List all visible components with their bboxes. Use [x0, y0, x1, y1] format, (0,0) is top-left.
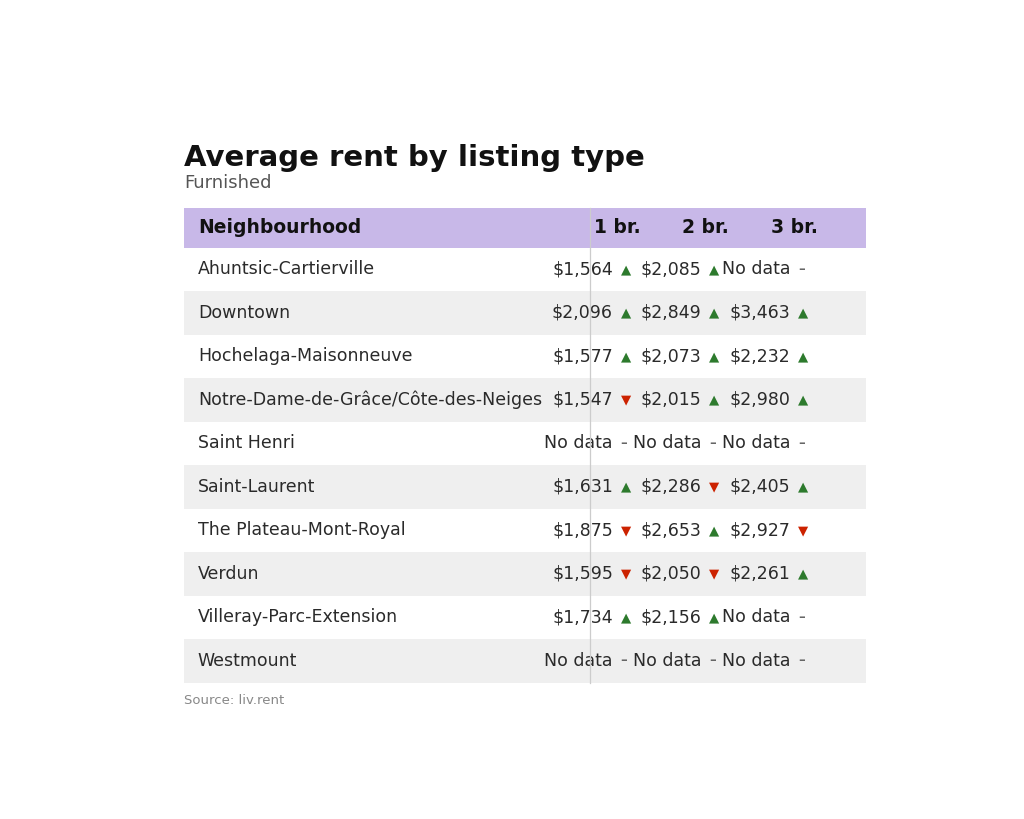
Text: ▲: ▲ [798, 350, 808, 363]
FancyBboxPatch shape [183, 639, 866, 683]
Text: No data: No data [722, 652, 791, 670]
Text: ▲: ▲ [710, 524, 720, 537]
Text: –: – [710, 654, 716, 667]
Text: $1,577: $1,577 [552, 347, 613, 365]
Text: ▼: ▼ [798, 524, 808, 537]
Text: ▲: ▲ [710, 611, 720, 624]
Text: –: – [798, 654, 805, 667]
Text: ▼: ▼ [621, 524, 631, 537]
Text: Furnished: Furnished [183, 174, 271, 192]
Text: –: – [798, 611, 805, 624]
Text: ▲: ▲ [798, 481, 808, 493]
Text: No data: No data [722, 609, 791, 627]
FancyBboxPatch shape [183, 208, 866, 247]
Text: $2,156: $2,156 [641, 609, 701, 627]
Text: Verdun: Verdun [198, 565, 259, 583]
Text: $1,734: $1,734 [552, 609, 613, 627]
Text: No data: No data [722, 434, 791, 452]
Text: $2,261: $2,261 [729, 565, 791, 583]
Text: ▲: ▲ [710, 350, 720, 363]
Text: $1,631: $1,631 [552, 478, 613, 496]
Text: No data: No data [722, 260, 791, 278]
Text: $1,547: $1,547 [552, 391, 613, 409]
FancyBboxPatch shape [183, 247, 866, 292]
Text: ▲: ▲ [798, 393, 808, 406]
Text: ▲: ▲ [621, 481, 631, 493]
Text: Saint Henri: Saint Henri [198, 434, 295, 452]
Text: ▼: ▼ [710, 481, 720, 493]
Text: ▲: ▲ [798, 306, 808, 319]
Text: $2,980: $2,980 [729, 391, 791, 409]
Text: $2,085: $2,085 [641, 260, 701, 278]
Text: 3 br.: 3 br. [771, 218, 817, 238]
Text: 1 br.: 1 br. [594, 218, 640, 238]
Text: Average rent by listing type: Average rent by listing type [183, 144, 644, 173]
Text: $1,564: $1,564 [552, 260, 613, 278]
Text: Westmount: Westmount [198, 652, 297, 670]
Text: ▼: ▼ [710, 568, 720, 581]
Text: $2,653: $2,653 [641, 522, 701, 540]
FancyBboxPatch shape [183, 552, 866, 595]
Text: No data: No data [633, 434, 701, 452]
Text: Neighbourhood: Neighbourhood [198, 218, 361, 238]
FancyBboxPatch shape [183, 292, 866, 335]
Text: ▲: ▲ [621, 611, 631, 624]
Text: –: – [798, 263, 805, 276]
Text: 2 br.: 2 br. [682, 218, 729, 238]
Text: No data: No data [633, 652, 701, 670]
Text: $2,286: $2,286 [641, 478, 701, 496]
FancyBboxPatch shape [183, 465, 866, 509]
Text: $2,849: $2,849 [641, 304, 701, 322]
FancyBboxPatch shape [183, 422, 866, 465]
Text: ▲: ▲ [621, 263, 631, 276]
Text: –: – [621, 654, 628, 667]
FancyBboxPatch shape [183, 378, 866, 422]
Text: $1,595: $1,595 [552, 565, 613, 583]
Text: Notre-Dame-de-Grâce/Côte-des-Neiges: Notre-Dame-de-Grâce/Côte-des-Neiges [198, 391, 542, 410]
Text: ▲: ▲ [621, 350, 631, 363]
Text: $2,015: $2,015 [641, 391, 701, 409]
Text: Saint-Laurent: Saint-Laurent [198, 478, 315, 496]
Text: $2,232: $2,232 [729, 347, 791, 365]
FancyBboxPatch shape [183, 595, 866, 639]
Text: $2,927: $2,927 [729, 522, 791, 540]
Text: $1,875: $1,875 [552, 522, 613, 540]
Text: ▼: ▼ [621, 393, 631, 406]
Text: Hochelaga-Maisonneuve: Hochelaga-Maisonneuve [198, 347, 413, 365]
Text: $2,405: $2,405 [730, 478, 791, 496]
FancyBboxPatch shape [183, 509, 866, 552]
Text: $2,096: $2,096 [552, 304, 613, 322]
Text: Source: liv.rent: Source: liv.rent [183, 695, 284, 708]
Text: ▲: ▲ [710, 393, 720, 406]
Text: $3,463: $3,463 [729, 304, 791, 322]
Text: ▲: ▲ [798, 568, 808, 581]
Text: $2,050: $2,050 [641, 565, 701, 583]
FancyBboxPatch shape [183, 335, 866, 378]
Text: No data: No data [545, 652, 613, 670]
Text: The Plateau-Mont-Royal: The Plateau-Mont-Royal [198, 522, 406, 540]
Text: Villeray-Parc-Extension: Villeray-Parc-Extension [198, 609, 398, 627]
Text: No data: No data [545, 434, 613, 452]
Text: Downtown: Downtown [198, 304, 290, 322]
Text: –: – [621, 437, 628, 450]
Text: Ahuntsic-Cartierville: Ahuntsic-Cartierville [198, 260, 375, 278]
Text: ▲: ▲ [710, 263, 720, 276]
Text: ▲: ▲ [621, 306, 631, 319]
Text: –: – [798, 437, 805, 450]
Text: ▲: ▲ [710, 306, 720, 319]
Text: $2,073: $2,073 [641, 347, 701, 365]
Text: –: – [710, 437, 716, 450]
Text: ▼: ▼ [621, 568, 631, 581]
